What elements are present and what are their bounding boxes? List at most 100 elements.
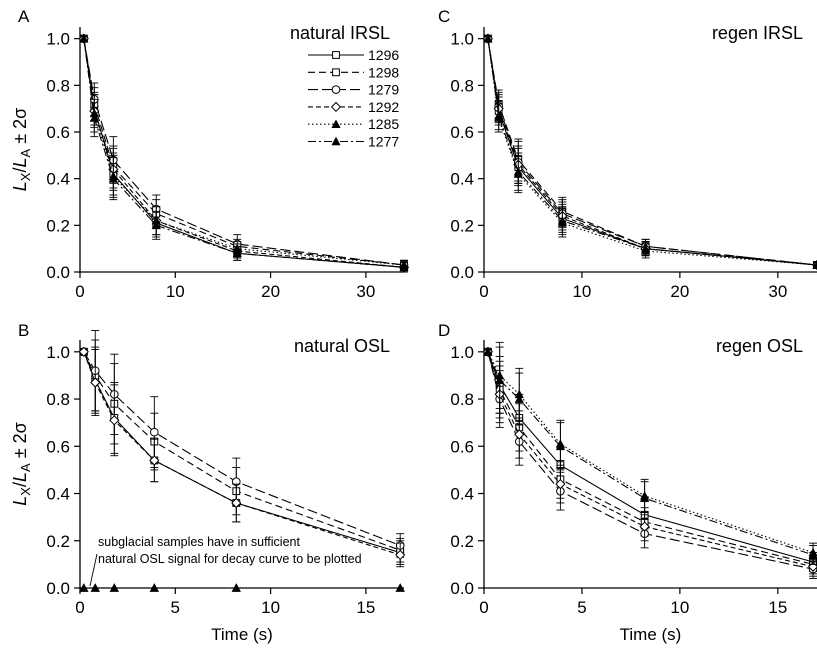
- series-1298: [79, 34, 408, 271]
- data-point: [808, 550, 817, 559]
- y-axis-label: LX/LA ± 2σ: [10, 108, 33, 191]
- data-point: [494, 110, 504, 120]
- x-tick-label: 10: [670, 598, 689, 617]
- series-line: [487, 38, 817, 266]
- series-line: [487, 38, 817, 266]
- data-point: [149, 583, 159, 592]
- y-tick-label: 0.6: [450, 437, 474, 456]
- series-1279: [483, 34, 817, 270]
- data-point: [232, 248, 242, 258]
- series-1298: [484, 34, 817, 269]
- x-tick-label: 20: [261, 282, 280, 301]
- x-tick-label: 0: [75, 282, 84, 301]
- data-point: [557, 215, 567, 225]
- series-1292: [482, 346, 817, 577]
- panel-letter: D: [438, 321, 450, 340]
- series-1277: [483, 346, 817, 565]
- series-line: [487, 38, 817, 266]
- x-tick-label: 30: [356, 282, 375, 301]
- data-point: [395, 583, 405, 592]
- x-tick-label: 10: [572, 282, 591, 301]
- series-1292: [78, 33, 410, 273]
- panel-a: A 0.0 0.2 0.4 0.6 0.8 1.0 0 10 20 30 LX/LA ± 2σ natu…: [10, 7, 410, 301]
- data-point: [555, 478, 566, 490]
- series-line: [83, 38, 405, 268]
- y-tick-label: 0.2: [46, 532, 70, 551]
- series-line: [487, 351, 814, 556]
- y-tick-label: 0.4: [450, 170, 474, 189]
- y-tick-label: 0.8: [450, 390, 474, 409]
- series-1296: [79, 346, 405, 565]
- series-1292: [78, 346, 406, 568]
- series-line: [83, 38, 405, 268]
- data-point: [514, 394, 524, 403]
- legend-label: 1298: [368, 64, 399, 80]
- series-line: [487, 351, 814, 563]
- data-point: [108, 173, 118, 183]
- legend-label: 1279: [368, 82, 399, 98]
- data-point: [639, 521, 650, 532]
- annotation: subglacial samples have in sufficient nat…: [98, 535, 362, 566]
- series-1285: [483, 33, 817, 269]
- x-tick-label: 5: [171, 598, 180, 617]
- y-tick-label: 0.8: [46, 76, 70, 95]
- y-tick-label: 0.2: [450, 216, 474, 235]
- x-tick-label: 10: [261, 598, 280, 617]
- series-line: [83, 38, 405, 266]
- y-tick-label: 1.0: [46, 343, 70, 362]
- legend-label: 1296: [368, 47, 399, 63]
- y-tick-label: 0.6: [46, 123, 70, 142]
- data-point: [151, 220, 161, 230]
- series-1277: [79, 583, 405, 592]
- panel-title: regen IRSL: [712, 23, 803, 43]
- data-point: [483, 33, 493, 43]
- panel-title: natural IRSL: [290, 23, 390, 43]
- x-tick-label: 0: [479, 282, 488, 301]
- data-point: [231, 583, 241, 592]
- legend-label: 1292: [368, 99, 399, 115]
- x-axis-label: Time (s): [620, 625, 682, 644]
- panel-b: B 0.0 0.2 0.4 0.6 0.8 1.0 0 5 10 15 Time (s) LX/LA ±…: [10, 321, 406, 644]
- data-point: [89, 113, 99, 122]
- panel-letter: A: [18, 7, 30, 26]
- series-line: [83, 351, 401, 556]
- panel-letter: C: [438, 7, 450, 26]
- y-tick-label: 0.4: [450, 485, 474, 504]
- x-tick-label: 0: [479, 598, 488, 617]
- series-line: [487, 38, 817, 266]
- y-tick-label: 0.8: [450, 76, 474, 95]
- data-point: [399, 262, 409, 272]
- series-1277: [483, 33, 817, 269]
- y-tick-label: 0.0: [46, 579, 70, 598]
- series-line: [487, 351, 814, 554]
- panel-d: D 0.0 0.2 0.4 0.6 0.8 1.0 0 5 10 15 Time (s) regen O…: [438, 321, 817, 644]
- x-tick-label: 20: [670, 282, 689, 301]
- data-point: [90, 583, 100, 592]
- x-axis-label: Time (s): [211, 625, 273, 644]
- legend-label: 1285: [368, 116, 399, 132]
- x-tick-label: 15: [356, 598, 375, 617]
- series-line: [487, 38, 817, 266]
- y-tick-label: 0.4: [46, 485, 70, 504]
- series-line: [487, 351, 814, 565]
- data-point: [483, 347, 493, 356]
- data-point: [109, 583, 119, 592]
- y-tick-label: 1.0: [46, 30, 70, 49]
- y-tick-label: 1.0: [450, 343, 474, 362]
- series-line: [83, 38, 405, 266]
- legend-marker: [331, 136, 341, 146]
- data-point: [90, 377, 101, 388]
- data-point: [231, 497, 242, 509]
- series-1279: [483, 347, 817, 580]
- series-line: [83, 351, 401, 554]
- series-1285: [483, 341, 817, 563]
- y-tick-label: 0.6: [450, 123, 474, 142]
- series-line: [83, 351, 401, 546]
- y-tick-label: 0.2: [46, 216, 70, 235]
- data-point: [109, 415, 120, 426]
- data-point: [79, 583, 89, 592]
- series-1285: [79, 33, 409, 271]
- data-point: [395, 549, 406, 561]
- y-axis-label: LX/LA ± 2σ: [10, 422, 33, 505]
